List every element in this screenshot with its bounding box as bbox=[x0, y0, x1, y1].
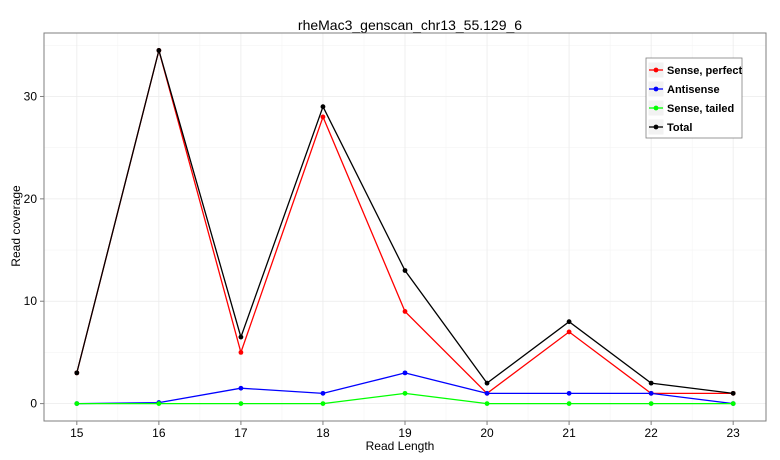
y-axis-title: Read coverage bbox=[9, 185, 23, 267]
chart-title: rheMac3_genscan_chr13_55.129_6 bbox=[298, 17, 522, 33]
x-tick-label: 19 bbox=[398, 426, 412, 440]
x-tick-label: 22 bbox=[644, 426, 658, 440]
legend-key-sense-tailed bbox=[647, 99, 665, 117]
x-tick-label: 23 bbox=[727, 426, 741, 440]
data-point-sense-tailed bbox=[648, 401, 654, 406]
data-point-sense-perfect bbox=[402, 309, 408, 314]
x-tick-label: 16 bbox=[152, 426, 166, 440]
x-tick-label: 20 bbox=[480, 426, 494, 440]
y-tick-label: 0 bbox=[30, 397, 37, 411]
data-point-total bbox=[74, 370, 80, 376]
data-point-sense-perfect bbox=[566, 329, 572, 335]
x-axis-ticks: 15 16 17 18 19 20 21 22 23 bbox=[70, 421, 740, 440]
x-axis-title: Read Length bbox=[366, 439, 435, 453]
data-point-sense-perfect bbox=[238, 350, 244, 355]
y-tick-label: 30 bbox=[24, 89, 38, 103]
data-point-total bbox=[320, 104, 326, 110]
data-point-sense-tailed bbox=[238, 401, 244, 406]
legend-label-antisense: Antisense bbox=[667, 84, 720, 96]
data-point-sense-perfect bbox=[320, 114, 326, 120]
x-tick-label: 21 bbox=[562, 426, 576, 440]
legend-label-sense-tailed: Sense, tailed bbox=[667, 103, 734, 115]
data-point-antisense bbox=[402, 370, 408, 376]
legend-key-point bbox=[653, 67, 659, 73]
legend-label-sense-perfect: Sense, perfect bbox=[667, 65, 743, 77]
y-tick-label: 20 bbox=[24, 192, 38, 206]
legend-key-point bbox=[653, 86, 659, 92]
data-point-total bbox=[648, 380, 654, 386]
data-point-sense-tailed bbox=[74, 401, 80, 406]
data-point-total bbox=[730, 390, 736, 396]
x-tick-label: 17 bbox=[234, 426, 248, 440]
y-tick-label: 10 bbox=[24, 294, 38, 308]
data-point-sense-tailed bbox=[484, 401, 490, 406]
data-point-antisense bbox=[238, 385, 244, 391]
data-point-antisense bbox=[320, 390, 326, 396]
data-point-sense-tailed bbox=[320, 401, 326, 406]
data-point-antisense bbox=[566, 390, 572, 396]
legend-label-total: Total bbox=[667, 122, 692, 134]
legend-key-point bbox=[653, 105, 659, 111]
data-point-sense-tailed bbox=[402, 390, 408, 396]
x-tick-label: 18 bbox=[316, 426, 330, 440]
data-point-antisense bbox=[648, 390, 654, 396]
legend-key-total bbox=[647, 118, 665, 136]
data-point-sense-tailed bbox=[730, 401, 736, 406]
legend-key-point bbox=[653, 124, 659, 130]
x-tick-label: 15 bbox=[70, 426, 84, 440]
legend-key-sense-perfect bbox=[647, 61, 665, 79]
data-point-total bbox=[566, 319, 572, 325]
series-layer bbox=[74, 47, 736, 406]
data-point-total bbox=[156, 48, 162, 53]
series-sense-tailed bbox=[74, 390, 736, 406]
series-total bbox=[74, 47, 736, 396]
legend: Sense, perfect Antisense Sense, tailed Tota… bbox=[645, 57, 743, 139]
data-point-antisense bbox=[484, 390, 490, 396]
y-axis-ticks: 0 10 20 30 bbox=[24, 89, 44, 411]
data-point-total bbox=[238, 334, 244, 340]
data-point-sense-tailed bbox=[566, 401, 572, 406]
data-point-sense-tailed bbox=[156, 401, 162, 406]
legend-key-antisense bbox=[647, 80, 665, 98]
data-point-total bbox=[402, 268, 408, 273]
data-point-total bbox=[484, 380, 490, 386]
